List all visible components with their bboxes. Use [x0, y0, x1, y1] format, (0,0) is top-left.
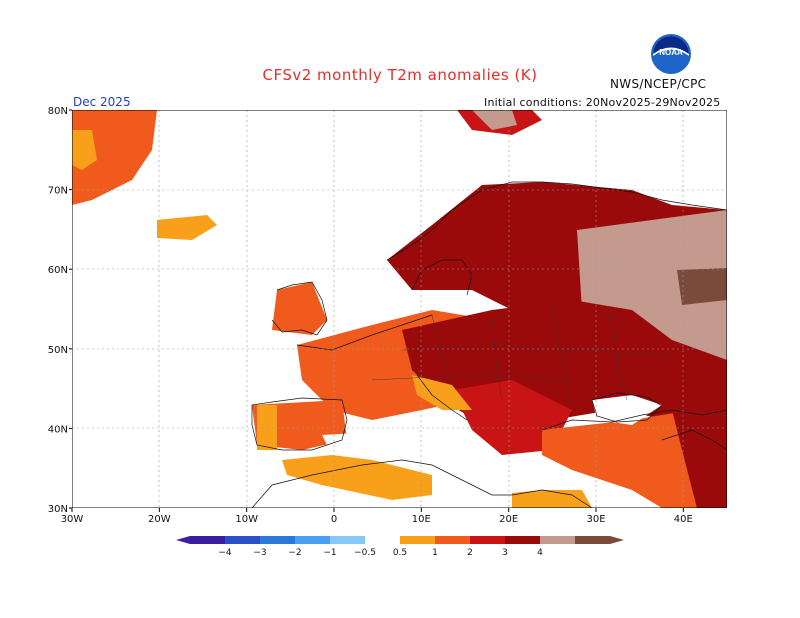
legend-swatch	[330, 536, 365, 544]
anomaly-region	[72, 130, 97, 170]
map-title: CFSv2 monthly T2m anomalies (K)	[262, 66, 538, 84]
coastline-layer	[251, 181, 727, 508]
lon-tick-label: 10E	[412, 514, 431, 525]
legend-swatch	[575, 536, 610, 544]
lat-tick-label: 50N	[48, 345, 68, 356]
legend-swatch	[225, 536, 260, 544]
legend-label: −3	[253, 548, 266, 558]
agency-label: NWS/NCEP/CPC	[610, 77, 707, 91]
legend-swatch	[260, 536, 295, 544]
legend-swatch	[400, 536, 435, 544]
graticule	[72, 110, 727, 508]
legend-swatch	[505, 536, 540, 544]
anomaly-region	[677, 268, 727, 305]
color-legend: −4 −3 −2 −1 −0.5 0.5 1 2 3 4	[176, 536, 624, 558]
lon-tick-label: 30E	[586, 514, 605, 525]
anomaly-region	[672, 410, 727, 508]
anomaly-region	[272, 282, 327, 335]
legend-label: −0.5	[354, 548, 376, 558]
noaa-logo-text: NOAA	[659, 48, 683, 57]
legend-swatch	[435, 536, 470, 544]
forecast-month: Dec 2025	[73, 95, 131, 109]
lon-tick-label: 20E	[499, 514, 518, 525]
anomaly-region	[472, 110, 517, 130]
anomaly-region	[157, 215, 217, 240]
lon-tick-label: 40E	[674, 514, 693, 525]
anomaly-fill-layer	[72, 110, 727, 508]
lon-tick-label: 0	[331, 514, 337, 525]
noaa-logo: NOAA	[651, 34, 691, 74]
legend-label: 3	[502, 548, 508, 558]
border-layer	[371, 304, 673, 411]
lat-tick-label: 70N	[48, 186, 68, 197]
anomaly-region	[72, 110, 157, 205]
initial-conditions: Initial conditions: 20Nov2025-29Nov2025	[484, 96, 721, 109]
anomaly-map	[72, 110, 727, 508]
legend-label: 2	[467, 548, 473, 558]
anomaly-region	[412, 375, 472, 410]
legend-label: 0.5	[393, 548, 407, 558]
legend-label: 1	[432, 548, 438, 558]
water-region	[322, 430, 542, 495]
legend-arrow-low	[176, 536, 190, 544]
lat-tick-label: 30N	[48, 504, 68, 515]
legend-label: 4	[537, 548, 543, 558]
legend-swatch	[470, 536, 505, 544]
anomaly-region	[512, 490, 592, 508]
water-region	[592, 395, 662, 425]
legend-label: −1	[323, 548, 336, 558]
legend-swatch	[295, 536, 330, 544]
lon-tick-label: 30W	[61, 514, 84, 525]
legend-label: −4	[218, 548, 232, 558]
lon-tick-label: 10W	[235, 514, 258, 525]
lat-tick-label: 60N	[48, 265, 68, 276]
legend-label: −2	[288, 548, 301, 558]
legend-swatch	[540, 536, 575, 544]
lat-tick-label: 40N	[48, 424, 68, 435]
legend-swatch	[190, 536, 225, 544]
lat-tick-label: 80N	[48, 106, 68, 117]
lon-tick-label: 20W	[148, 514, 171, 525]
anomaly-region	[257, 405, 277, 450]
legend-swatch	[365, 536, 400, 544]
legend-arrow-high	[610, 536, 624, 544]
